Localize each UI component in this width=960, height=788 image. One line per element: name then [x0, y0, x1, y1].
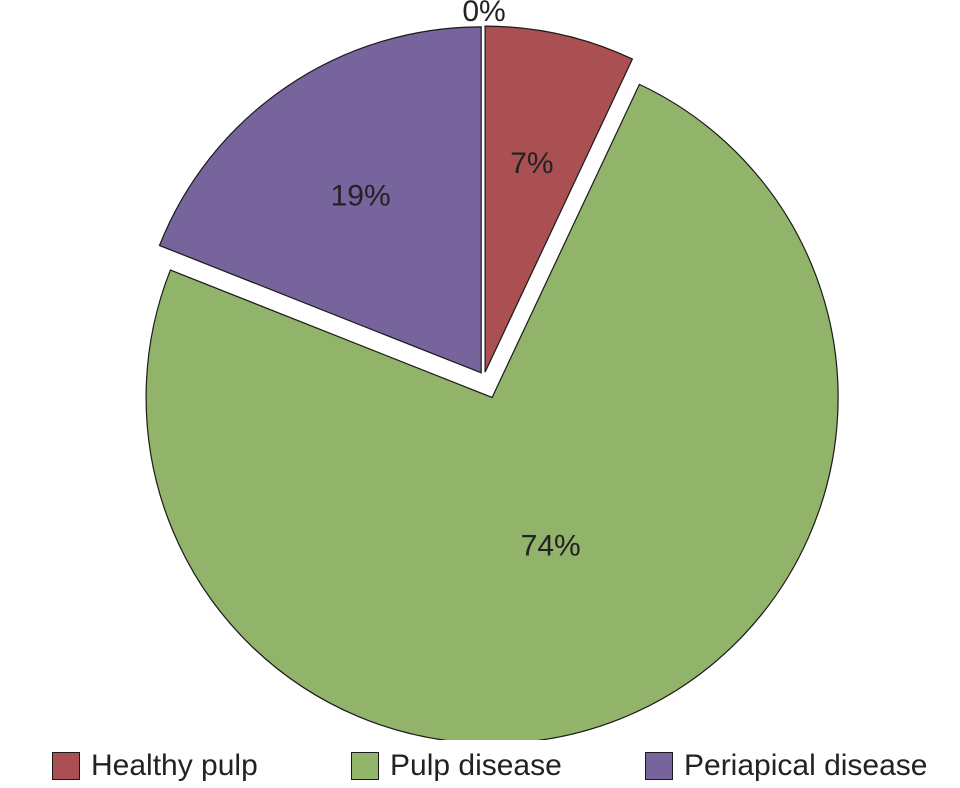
legend-label-pulp-disease: Pulp disease	[390, 749, 562, 782]
pie-slices	[145, 25, 839, 740]
data-label-zero: 0%	[462, 0, 505, 28]
pie-labels: 7% 74% 19% 0%	[331, 0, 581, 562]
legend-label-periapical-disease: Periapical disease	[684, 749, 928, 782]
pie-slice-periapical-disease	[158, 26, 482, 374]
pie-chart: 7% 74% 19% 0%	[145, 0, 839, 740]
pie-slice-healthy-pulp	[484, 25, 634, 373]
legend-item-periapical-disease: Periapical disease	[645, 746, 927, 786]
legend-swatch-periapical-disease	[645, 752, 673, 780]
data-label-periapical-disease: 19%	[331, 179, 391, 212]
legend-label-healthy-pulp: Healthy pulp	[91, 749, 258, 782]
legend-item-pulp-disease: Pulp disease	[351, 746, 562, 786]
legend-swatch-healthy-pulp	[52, 752, 80, 780]
pie-slice-pulp-disease	[145, 83, 839, 740]
legend: Healthy pulp Pulp disease Periapical dis…	[52, 746, 957, 786]
data-label-healthy-pulp: 7%	[510, 147, 553, 180]
data-label-pulp-disease: 74%	[521, 529, 581, 562]
legend-swatch-pulp-disease	[351, 752, 379, 780]
legend-item-healthy-pulp: Healthy pulp	[52, 746, 258, 786]
